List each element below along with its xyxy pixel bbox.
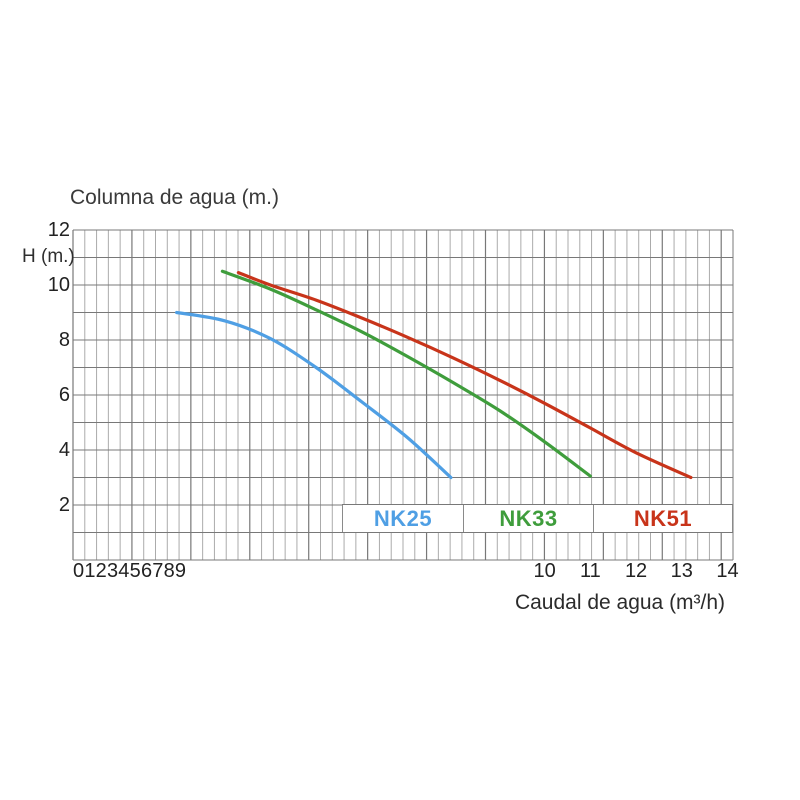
y-tick-label-2: 2 (58, 494, 70, 516)
curve-nk25 (175, 310, 453, 480)
legend-label-nk25: NK25 (373, 505, 433, 531)
legend-item-nk25: NK25 (342, 505, 463, 532)
x-tick-label-11: 11 (579, 560, 601, 582)
y-tick-label-4: 4 (58, 439, 70, 461)
y-tick-label-10: 10 (47, 274, 70, 296)
y-tick-label-8: 8 (58, 329, 70, 351)
x-tick-label-14: 14 (716, 560, 739, 582)
x-tick-label-12: 12 (624, 560, 648, 582)
curve-nk51 (236, 271, 693, 480)
legend-label-nk51: NK51 (633, 505, 693, 531)
y-axis-label: H (m.) (22, 246, 75, 267)
x-tick-label-10: 10 (533, 560, 556, 582)
chart-title: Columna de agua (m.) (70, 186, 279, 209)
curves (175, 269, 693, 480)
x-axis-label: Caudal de agua (m³/h) (514, 591, 726, 614)
y-tick-label-6: 6 (58, 384, 70, 406)
legend: NK25 NK33 NK51 (342, 504, 733, 533)
legend-item-nk51: NK51 (593, 505, 733, 532)
x-tick-label-13: 13 (670, 560, 693, 582)
y-tick-label-12: 12 (47, 219, 70, 241)
curve-nk33 (220, 269, 592, 478)
legend-item-nk33: NK33 (463, 505, 593, 532)
x-axis-compressed-tick-labels: 0123456789 (73, 560, 187, 582)
legend-label-nk33: NK33 (499, 505, 558, 531)
